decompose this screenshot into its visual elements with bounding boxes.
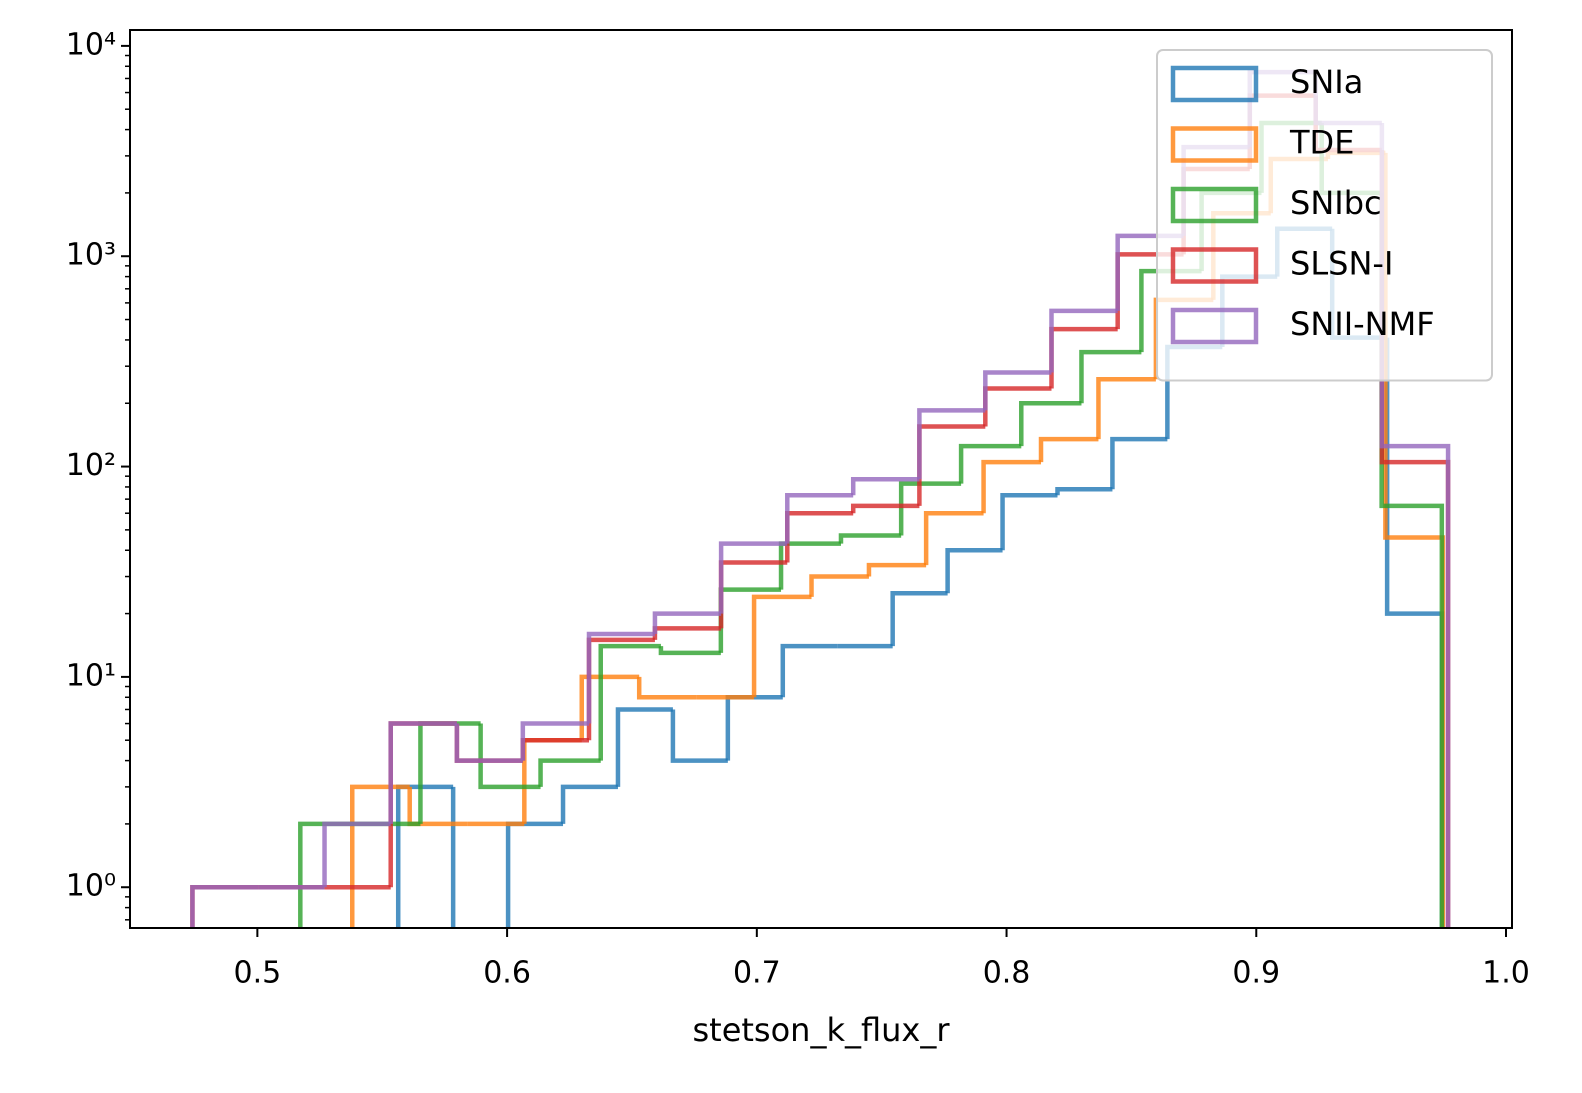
histogram-step <box>1049 308 1118 373</box>
histogram-step <box>945 548 1003 594</box>
histogram-step <box>850 503 920 514</box>
legend-swatch <box>1170 186 1259 224</box>
x-tick-label: 0.5 <box>234 956 282 991</box>
legend-label: SLSN-I <box>1290 245 1393 283</box>
legend-label: SNII-NMF <box>1290 305 1435 343</box>
histogram-step <box>923 510 984 566</box>
x-tick-label: 0.8 <box>983 956 1031 991</box>
histogram-step <box>615 707 673 787</box>
histogram-step <box>652 611 722 634</box>
histogram-step <box>322 821 391 888</box>
histogram-step <box>636 676 697 700</box>
histogram-step <box>670 709 728 763</box>
histogram-step <box>538 758 601 787</box>
histogram-step <box>658 646 721 656</box>
histogram-step <box>598 643 661 761</box>
histogram-step <box>983 386 1052 427</box>
histogram-step <box>190 884 259 928</box>
x-tick-label: 0.9 <box>1232 956 1280 991</box>
histogram-step <box>1384 337 1445 928</box>
histogram-step <box>751 594 812 698</box>
histogram-step <box>1019 400 1082 447</box>
histogram-step <box>785 510 854 563</box>
histogram-step <box>838 533 902 544</box>
legend-swatch <box>1170 307 1259 345</box>
y-tick-label: 10² <box>66 448 116 483</box>
histogram-step <box>1096 377 1156 440</box>
histogram-step <box>983 370 1052 411</box>
legend-label: SNIa <box>1290 63 1363 101</box>
histogram-step <box>522 737 582 824</box>
histogram-step <box>1000 493 1058 551</box>
histogram-step <box>917 424 986 506</box>
histogram-step <box>958 443 1022 484</box>
histogram-step <box>917 408 986 480</box>
histogram-step <box>350 784 410 928</box>
legend-swatch <box>1170 65 1259 103</box>
histogram-step <box>898 481 962 536</box>
histogram-step <box>454 723 523 763</box>
plot-frame <box>129 29 1513 929</box>
histogram-step <box>725 695 783 761</box>
histogram-step <box>388 721 457 888</box>
histogram-step <box>652 626 722 640</box>
histogram-step <box>1110 436 1168 490</box>
histogram-step <box>780 643 838 698</box>
histogram-step <box>718 541 788 614</box>
legend-label: SNIbc <box>1290 184 1382 222</box>
histogram-step <box>478 723 541 790</box>
histogram-step <box>1038 436 1099 463</box>
x-tick-label: 0.6 <box>483 956 531 991</box>
legend-swatch <box>1170 126 1259 163</box>
histogram-step <box>450 786 456 928</box>
histogram-step <box>579 674 640 741</box>
histogram-step <box>505 821 564 928</box>
histogram-step <box>418 721 481 824</box>
legend-box <box>1156 49 1493 382</box>
histogram-step <box>520 737 590 761</box>
y-tick-label: 10³ <box>66 238 116 273</box>
histogram-step <box>981 459 1042 514</box>
histogram-step <box>850 477 920 496</box>
x-axis-label: stetson_k_flux_r <box>692 1011 950 1049</box>
histogram-step <box>1055 487 1113 496</box>
y-tick-label: 10⁴ <box>66 27 116 62</box>
histogram-step <box>866 562 927 577</box>
histogram-step <box>388 721 457 824</box>
legend-swatch <box>1170 247 1259 284</box>
histogram-step <box>560 784 618 824</box>
histogram-step <box>395 784 454 928</box>
y-tick-label: 10¹ <box>66 658 116 693</box>
histogram-step <box>190 884 259 928</box>
legend-label: TDE <box>1289 124 1354 162</box>
histogram-step <box>586 631 655 724</box>
y-tick-label: 10⁰ <box>66 869 116 904</box>
x-tick-label: 0.7 <box>733 956 781 991</box>
x-tick-label: 1.0 <box>1482 956 1530 991</box>
histogram-step <box>1079 349 1142 404</box>
histogram-step <box>890 590 948 647</box>
histogram-step <box>809 574 869 597</box>
histogram-step <box>520 721 590 761</box>
histogram-step <box>785 493 854 544</box>
histogram-step <box>454 723 523 763</box>
